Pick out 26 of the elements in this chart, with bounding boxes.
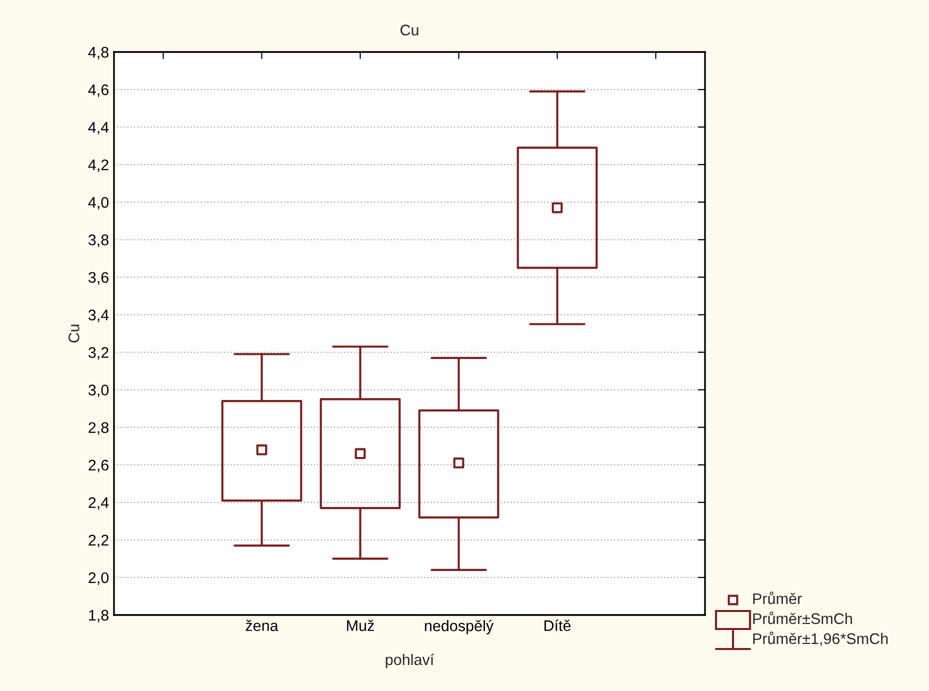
text: Průměr±1,96*SmCh: [753, 632, 888, 646]
x-tick-label: Dítě: [544, 620, 571, 632]
y-tick-label: 1,8: [89, 610, 108, 622]
y-tick-label: 3,6: [88, 272, 108, 285]
x-tick-label: Muž: [347, 620, 374, 632]
x-tick-label: žena: [246, 620, 278, 632]
x-axis-title: pohlaví: [386, 654, 434, 668]
y-tick-label: 3,0: [88, 384, 109, 398]
y-tick-label: 4,2: [88, 159, 108, 172]
y-tick-label: 2,6: [88, 460, 108, 472]
y-tick-label: 2,4: [88, 497, 109, 510]
y-tick-label: 2,0: [88, 572, 109, 585]
x-tick-label: nedospělý: [424, 620, 494, 634]
text: Průměr±SmCh: [753, 612, 852, 624]
y-tick-label: 4,4: [88, 122, 109, 135]
y-axis-title: Cu: [68, 324, 80, 342]
y-tick-label: 2,8: [88, 422, 108, 435]
y-tick-label: 4,6: [88, 84, 108, 98]
y-tick-label: 4,8: [88, 46, 108, 60]
chart-title: Cu: [400, 24, 418, 36]
y-tick-label: 3,2: [88, 347, 108, 360]
y-tick-label: 3,8: [88, 234, 108, 248]
y-tick-label: 4,0: [88, 197, 109, 210]
y-tick-label: 2,2: [88, 534, 108, 548]
text: Průměr: [753, 592, 802, 604]
y-tick-label: 3,4: [88, 310, 109, 322]
